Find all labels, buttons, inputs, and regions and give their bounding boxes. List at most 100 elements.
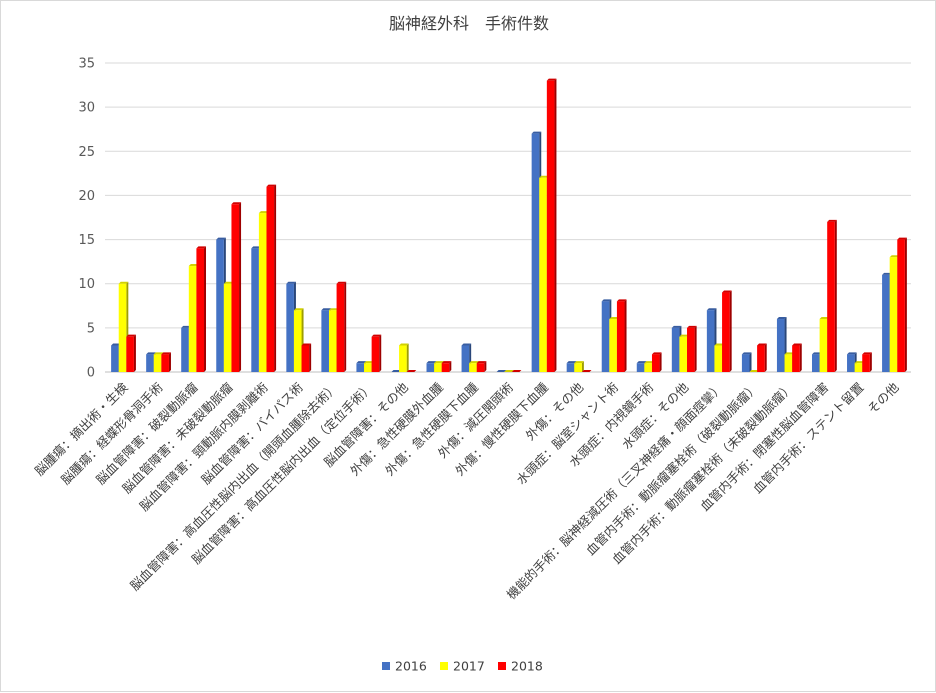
bar-face xyxy=(637,363,645,372)
bar-face xyxy=(329,310,337,372)
legend-label: 2017 xyxy=(453,659,485,674)
bar-side xyxy=(309,344,311,372)
y-tick-label: 15 xyxy=(78,233,95,248)
chart-title: 脳神経外科 手術件数 xyxy=(389,14,549,33)
bar-face xyxy=(652,354,660,372)
bar xyxy=(337,282,347,372)
bar-face xyxy=(547,81,555,372)
bar-side xyxy=(695,326,697,372)
bar-side xyxy=(379,335,381,372)
bar-face xyxy=(111,346,119,372)
bar-side xyxy=(765,344,767,372)
bar xyxy=(126,335,136,372)
bar-face xyxy=(427,363,435,372)
bar-face xyxy=(792,346,800,372)
bar-side xyxy=(204,246,206,372)
bar-face xyxy=(442,363,450,372)
bar-face xyxy=(539,178,547,372)
bar-face xyxy=(820,319,828,372)
bar-face xyxy=(434,363,442,372)
bar-face xyxy=(181,328,189,372)
bar-face xyxy=(672,328,680,372)
bar-face xyxy=(126,337,134,372)
bar xyxy=(547,79,557,372)
bar xyxy=(231,202,241,372)
bar-face xyxy=(337,284,345,372)
legend-swatch xyxy=(440,662,448,670)
bar xyxy=(477,361,487,372)
y-tick-label: 20 xyxy=(78,189,95,204)
bar-face xyxy=(399,346,407,372)
bar-side xyxy=(800,344,802,372)
bar xyxy=(266,185,276,372)
bar-face xyxy=(196,248,204,372)
bar-face xyxy=(259,213,267,372)
bar-side xyxy=(134,335,136,372)
bar-face xyxy=(189,266,197,372)
bar-side xyxy=(870,352,872,372)
bar-face xyxy=(617,301,625,372)
bar-face xyxy=(862,354,870,372)
bar-face xyxy=(251,248,259,372)
bar xyxy=(862,352,872,372)
bar-face xyxy=(161,354,169,372)
bar-face xyxy=(714,346,722,372)
bar-face xyxy=(742,354,750,372)
bar xyxy=(687,326,697,372)
bar-side xyxy=(625,299,627,372)
bar xyxy=(574,361,584,372)
bar-side xyxy=(905,238,907,372)
bar-face xyxy=(602,301,610,372)
bar-face xyxy=(757,346,765,372)
bar-face xyxy=(722,293,730,372)
bar-side xyxy=(169,352,171,372)
bar-face xyxy=(785,354,793,372)
bar xyxy=(372,335,382,372)
bar-face xyxy=(687,328,695,372)
y-tick-label: 5 xyxy=(87,321,95,336)
bar-face xyxy=(286,284,294,372)
bar xyxy=(742,352,752,372)
bar-face xyxy=(477,363,485,372)
bar-face xyxy=(827,222,835,372)
bar-side xyxy=(750,352,752,372)
bar-face xyxy=(321,310,329,372)
bar-face xyxy=(224,284,232,372)
bar-face xyxy=(146,354,154,372)
bar-face xyxy=(294,310,302,372)
bar-face xyxy=(567,363,575,372)
bar-face xyxy=(532,134,540,372)
legend-item: 2017 xyxy=(440,659,485,674)
bar-side xyxy=(239,202,241,372)
bar-face xyxy=(119,284,127,372)
legend-swatch xyxy=(382,662,390,670)
bar-face xyxy=(462,346,470,372)
bar-face xyxy=(707,310,715,372)
bar-face xyxy=(777,319,785,372)
bar xyxy=(161,352,171,372)
bar-face xyxy=(469,363,477,372)
bar-side xyxy=(344,282,346,372)
legend-label: 2018 xyxy=(511,659,543,674)
bar-face xyxy=(302,346,310,372)
bar-side xyxy=(407,344,409,372)
y-tick-label: 30 xyxy=(78,101,95,116)
bar-face xyxy=(372,337,380,372)
y-tick-label: 10 xyxy=(78,277,95,292)
bar xyxy=(442,361,452,372)
bar-face xyxy=(364,363,372,372)
y-tick-label: 25 xyxy=(78,145,95,160)
bar-face xyxy=(231,204,239,372)
x-category-label: その他 xyxy=(864,379,901,416)
bar xyxy=(617,299,627,372)
bar-side xyxy=(554,79,556,372)
bar xyxy=(302,344,312,372)
y-tick-label: 0 xyxy=(87,366,95,381)
bar xyxy=(196,246,206,372)
bar-face xyxy=(882,275,890,372)
bar-face xyxy=(679,337,687,372)
bar-face xyxy=(574,363,582,372)
